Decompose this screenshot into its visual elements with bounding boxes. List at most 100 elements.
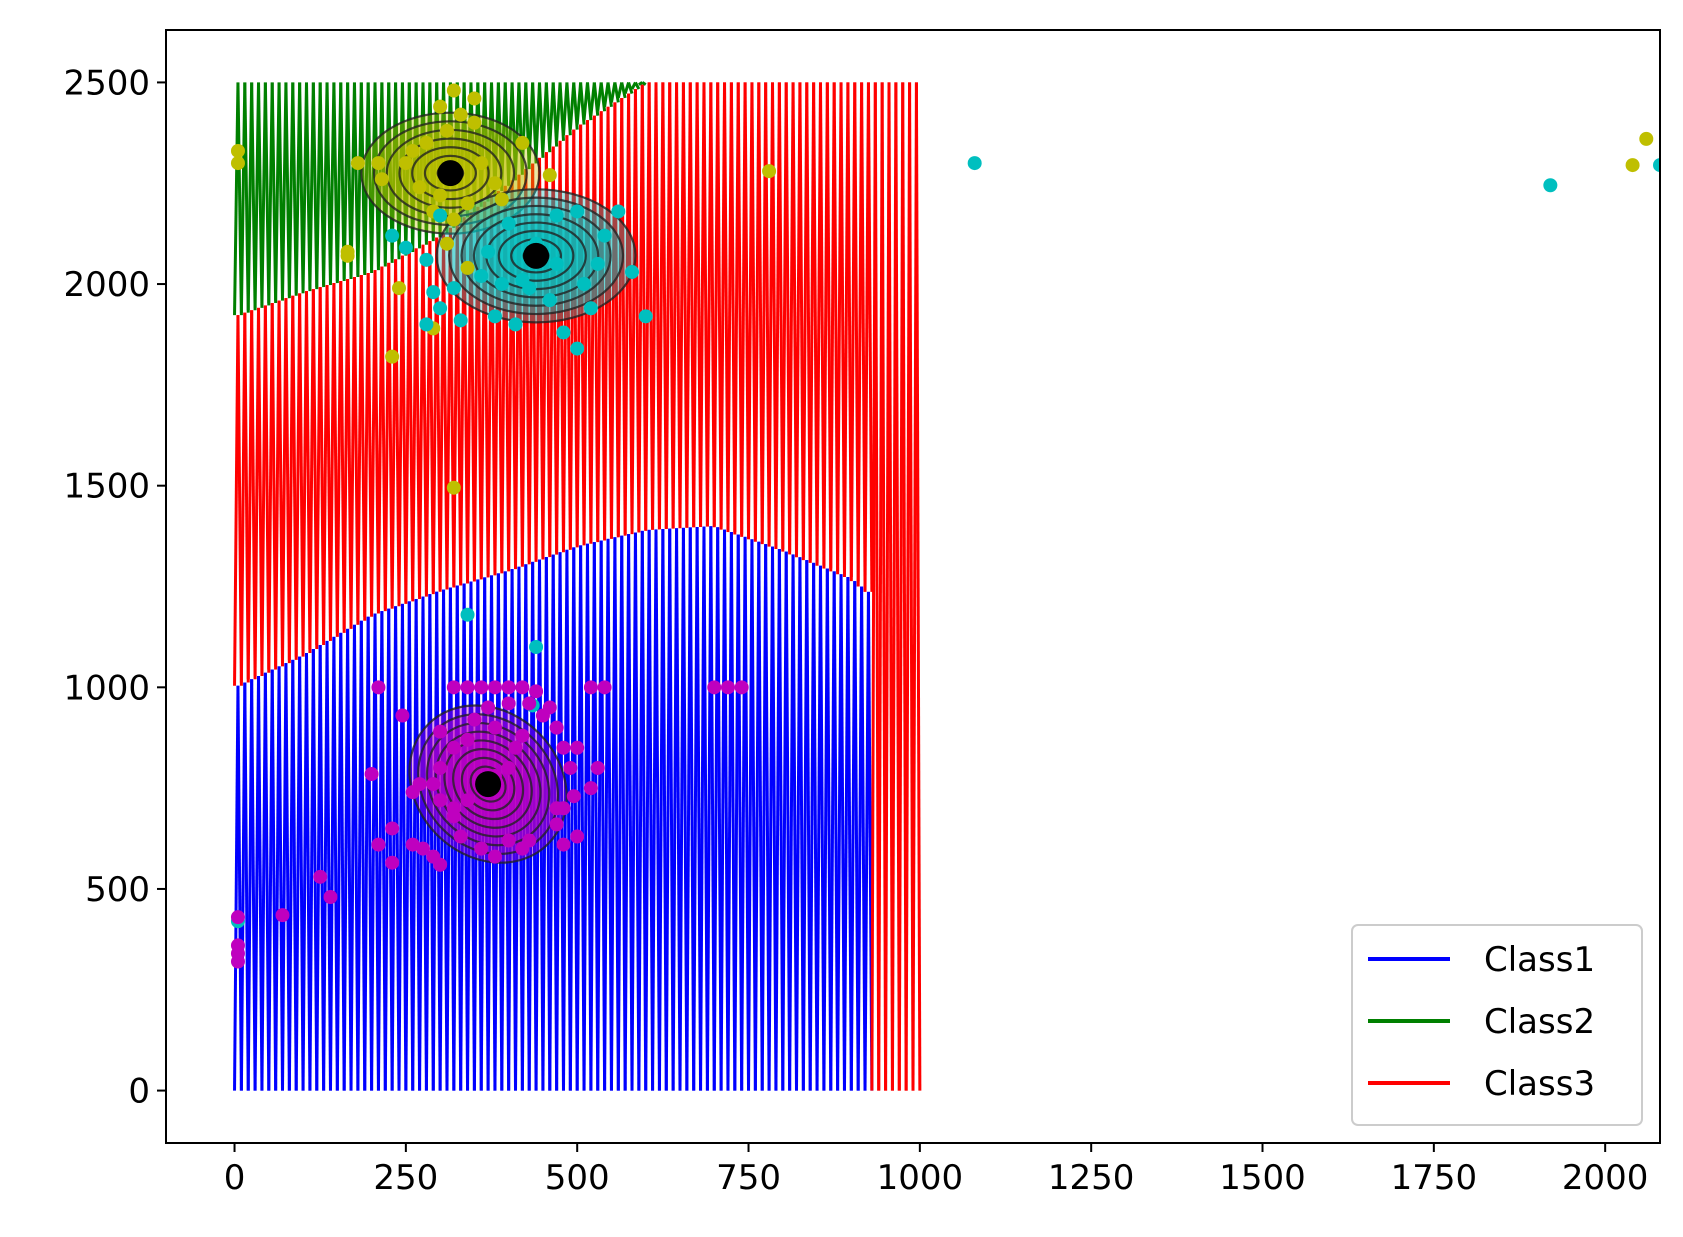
data-point bbox=[1653, 158, 1660, 173]
x-tick-label: 1250 bbox=[1048, 1158, 1135, 1198]
data-point bbox=[967, 156, 982, 171]
data-point bbox=[426, 777, 441, 792]
data-point bbox=[405, 785, 420, 800]
data-point bbox=[415, 841, 430, 856]
data-point bbox=[395, 708, 410, 723]
data-point bbox=[364, 767, 379, 782]
data-point bbox=[508, 317, 523, 332]
data-point bbox=[433, 301, 448, 316]
y-tick-label: 0 bbox=[128, 1072, 150, 1112]
legend-label: Class2 bbox=[1484, 1002, 1595, 1042]
data-point bbox=[446, 281, 461, 296]
legend-label: Class3 bbox=[1484, 1064, 1595, 1104]
points-group bbox=[230, 156, 1660, 929]
data-point bbox=[590, 256, 605, 271]
data-point bbox=[460, 680, 475, 695]
data-point bbox=[419, 252, 434, 267]
data-point bbox=[433, 99, 448, 114]
data-point bbox=[583, 680, 598, 695]
data-point bbox=[549, 720, 564, 735]
data-point bbox=[460, 196, 475, 211]
legend-label: Class1 bbox=[1484, 940, 1595, 980]
data-point bbox=[474, 841, 489, 856]
data-point bbox=[762, 164, 777, 179]
zigzag-segment bbox=[620, 82, 627, 99]
zigzag-segment bbox=[638, 81, 644, 86]
zigzag-segment bbox=[914, 82, 922, 1091]
data-point bbox=[563, 760, 578, 775]
data-point bbox=[419, 135, 434, 150]
zigzag-segment bbox=[641, 81, 647, 86]
plot-frame bbox=[165, 29, 1661, 1144]
data-point bbox=[597, 228, 612, 243]
data-point bbox=[529, 684, 544, 699]
data-point bbox=[707, 680, 722, 695]
data-point bbox=[385, 855, 400, 870]
data-point bbox=[535, 708, 550, 723]
data-point bbox=[371, 680, 386, 695]
data-point bbox=[446, 480, 461, 495]
x-tick-label: 0 bbox=[224, 1158, 246, 1198]
data-point bbox=[460, 607, 475, 622]
data-point bbox=[313, 869, 328, 884]
data-point bbox=[570, 204, 585, 219]
data-point bbox=[460, 793, 475, 808]
data-point bbox=[549, 256, 564, 271]
data-point bbox=[542, 168, 557, 183]
data-point bbox=[734, 680, 749, 695]
x-tick-label: 750 bbox=[716, 1158, 781, 1198]
y-tick-label: 2500 bbox=[63, 63, 150, 103]
y-tick-label: 500 bbox=[85, 870, 150, 910]
data-point bbox=[515, 841, 530, 856]
x-tick-label: 1750 bbox=[1391, 1158, 1478, 1198]
data-point bbox=[371, 837, 386, 852]
data-point bbox=[556, 837, 571, 852]
data-point bbox=[474, 156, 489, 171]
data-point bbox=[392, 281, 407, 296]
data-point bbox=[426, 285, 441, 300]
data-point bbox=[515, 273, 530, 288]
cluster-center bbox=[523, 242, 550, 269]
data-point bbox=[230, 954, 245, 969]
data-point bbox=[515, 728, 530, 743]
series-class1 bbox=[233, 526, 874, 1091]
data-point bbox=[487, 720, 502, 735]
data-point bbox=[1625, 158, 1640, 173]
data-point bbox=[446, 680, 461, 695]
data-point bbox=[230, 910, 245, 925]
data-point bbox=[385, 228, 400, 243]
data-point bbox=[583, 301, 598, 316]
data-point bbox=[515, 680, 530, 695]
data-point bbox=[611, 204, 626, 219]
data-point bbox=[446, 83, 461, 98]
zigzag-segment bbox=[866, 82, 874, 592]
data-point bbox=[439, 236, 454, 251]
data-point bbox=[446, 740, 461, 755]
data-point bbox=[275, 908, 290, 923]
data-point bbox=[371, 156, 386, 171]
data-point bbox=[405, 143, 420, 158]
data-point bbox=[570, 740, 585, 755]
y-tick-label: 1000 bbox=[63, 668, 150, 708]
x-tick-label: 500 bbox=[545, 1158, 610, 1198]
data-point bbox=[433, 793, 448, 808]
series-class3 bbox=[233, 82, 922, 1091]
data-point bbox=[460, 732, 475, 747]
data-point bbox=[412, 180, 427, 195]
data-point bbox=[481, 244, 496, 259]
data-point bbox=[460, 260, 475, 275]
data-point bbox=[583, 781, 598, 796]
data-point bbox=[323, 890, 338, 905]
data-point bbox=[467, 712, 482, 727]
data-point bbox=[556, 740, 571, 755]
data-point bbox=[542, 293, 557, 308]
data-point bbox=[453, 313, 468, 328]
data-point bbox=[340, 248, 355, 263]
data-point bbox=[446, 801, 461, 816]
data-point bbox=[529, 639, 544, 654]
data-point bbox=[453, 107, 468, 122]
data-point bbox=[522, 696, 537, 711]
data-point bbox=[494, 277, 509, 292]
data-point bbox=[453, 829, 468, 844]
